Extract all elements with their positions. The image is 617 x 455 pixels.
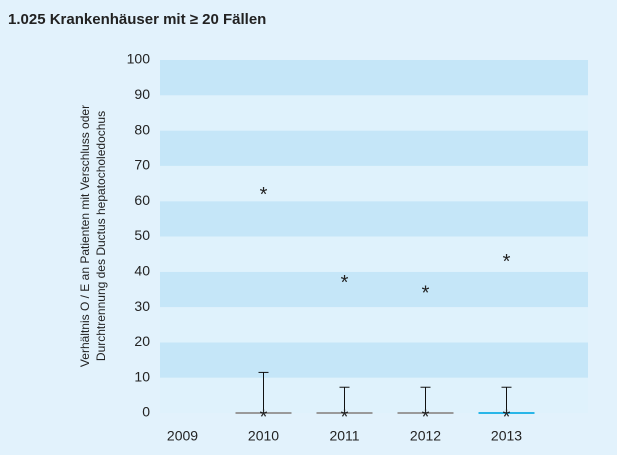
outlier-max: * [260,184,268,206]
outlier-min: * [260,406,268,428]
y-tick-label: 50 [134,227,150,243]
grid-band [160,342,588,378]
grid-band [160,60,588,96]
outlier-min: * [422,406,430,428]
outlier-min: * [503,406,511,428]
y-tick-label: 0 [142,404,150,420]
x-tick-label: 2011 [329,428,359,444]
x-tick-label: 2013 [491,428,522,444]
x-tick-label: 2012 [410,428,441,444]
x-tick-label: 2010 [248,428,279,444]
grid-band [160,201,588,237]
outlier-max: * [422,283,430,305]
grid-band [160,236,588,272]
y-tick-label: 20 [134,333,150,349]
x-tick-label: 2009 [167,428,198,444]
chart-title: 1.025 Krankenhäuser mit ≥ 20 Fällen [8,11,266,28]
outlier-min: * [341,406,349,428]
y-tick-label: 10 [134,368,150,384]
y-axis-label: Verhältnis O / E an Patienten mit Versch… [78,105,108,367]
y-axis-label-line: Verhältnis O / E an Patienten mit Versch… [78,105,92,367]
outlier-max: * [341,272,349,294]
grid-band [160,130,588,166]
outlier-max: * [503,251,511,273]
grid-band [160,95,588,131]
y-axis-label-line: Durchtrennung des Ductus hepatocholedoch… [94,111,108,361]
y-tick-label: 30 [134,298,150,314]
y-tick-label: 40 [134,263,150,279]
y-tick-label: 90 [134,86,150,102]
grid-band [160,271,588,308]
y-tick-label: 80 [134,121,150,137]
y-tick-label: 100 [127,51,151,67]
y-tick-label: 60 [134,192,150,208]
y-tick-label: 70 [134,157,150,173]
grid-band [160,377,588,413]
grid-band [160,165,588,202]
grid-band [160,307,588,343]
